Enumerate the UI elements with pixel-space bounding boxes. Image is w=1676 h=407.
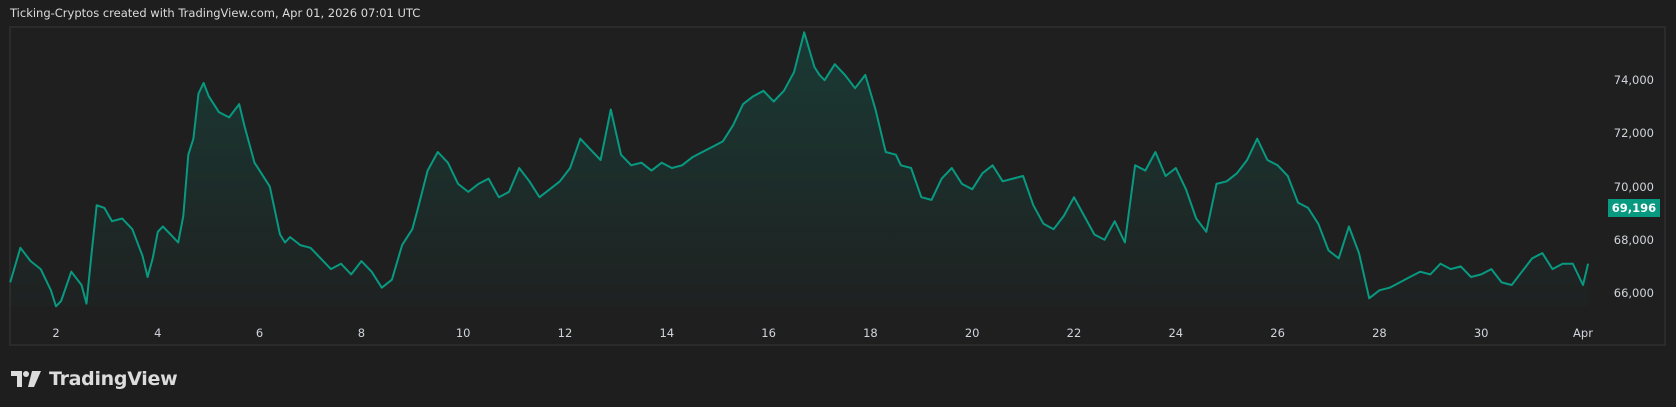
price-axis-label: 74,000 xyxy=(1613,73,1654,88)
price-axis-label: 70,000 xyxy=(1613,179,1654,194)
price-line xyxy=(9,31,1590,308)
time-axis-label: 20 xyxy=(964,326,980,340)
price-axis-label: 66,000 xyxy=(1613,286,1654,300)
time-axis-label: 26 xyxy=(1270,326,1285,340)
time-axis-label: 6 xyxy=(255,326,264,340)
time-axis-label: 12 xyxy=(557,326,573,340)
time-axis-label: Apr xyxy=(1573,326,1593,340)
price-axis-label: 72,000 xyxy=(1613,126,1654,141)
price-axis-label: 68,000 xyxy=(1613,232,1654,247)
time-axis-label: 16 xyxy=(761,326,776,340)
price-area-fill xyxy=(10,32,1589,307)
tradingview-wordmark: TradingView xyxy=(49,368,178,390)
time-axis-label: 28 xyxy=(1372,326,1387,340)
time-axis-label: 18 xyxy=(863,326,878,340)
time-axis-label: 8 xyxy=(357,326,366,340)
time-axis-label: 4 xyxy=(154,326,162,340)
tradingview-logo-icon xyxy=(11,371,41,387)
chart-caption: Ticking-Cryptos created with TradingView… xyxy=(10,6,421,20)
time-axis-label: 22 xyxy=(1066,326,1082,340)
time-axis-label: 24 xyxy=(1168,326,1184,340)
time-axis-label: 10 xyxy=(455,326,471,340)
time-axis-label: 2 xyxy=(52,326,60,340)
tradingview-logo[interactable]: TradingView xyxy=(11,368,178,390)
time-axis-label: 14 xyxy=(659,326,675,340)
time-axis-label: 30 xyxy=(1473,326,1489,340)
last-price-tag: 69,196 xyxy=(1608,199,1660,217)
